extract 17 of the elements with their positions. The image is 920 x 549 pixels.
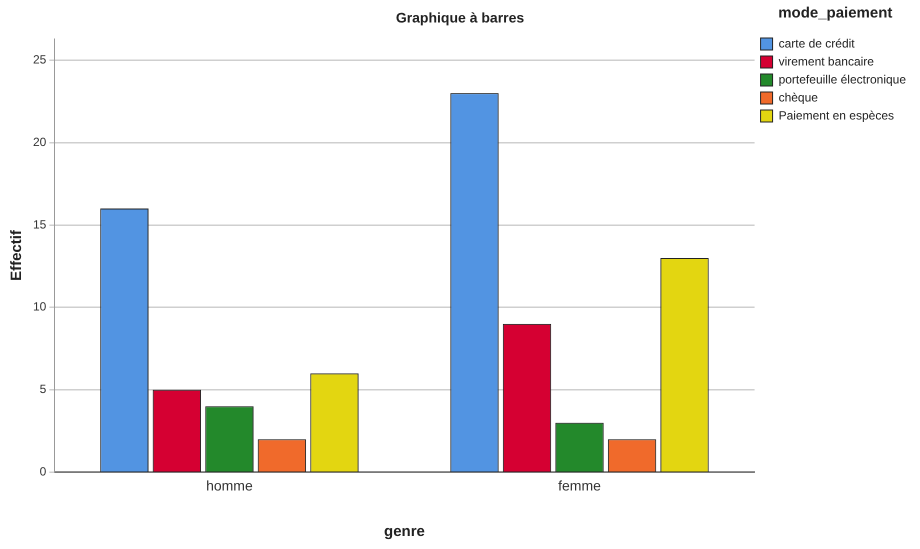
legend-label: virement bancaire [778,54,874,68]
y-tick-label: 25 [32,52,47,67]
y-tick-label: 10 [32,300,47,314]
y-tick-label: 0 [40,464,47,479]
legend-label: portefeuille électronique [778,72,906,86]
x-tick-label: femme [558,477,602,494]
y-tick-label: 15 [32,217,47,232]
legend-label: Paiement en espèces [778,108,894,122]
legend-label: chèque [778,90,818,104]
x-tick-label: homme [206,477,253,494]
y-axis-title: Effectif [8,229,26,281]
legend-title: mode_paiement [778,4,892,22]
y-tick-label: 5 [40,382,47,396]
y-tick-label: 20 [32,134,47,149]
legend-label: carte de crédit [778,36,856,50]
chart-title: Graphique à barres [396,9,524,26]
x-axis-title: genre [384,523,425,540]
